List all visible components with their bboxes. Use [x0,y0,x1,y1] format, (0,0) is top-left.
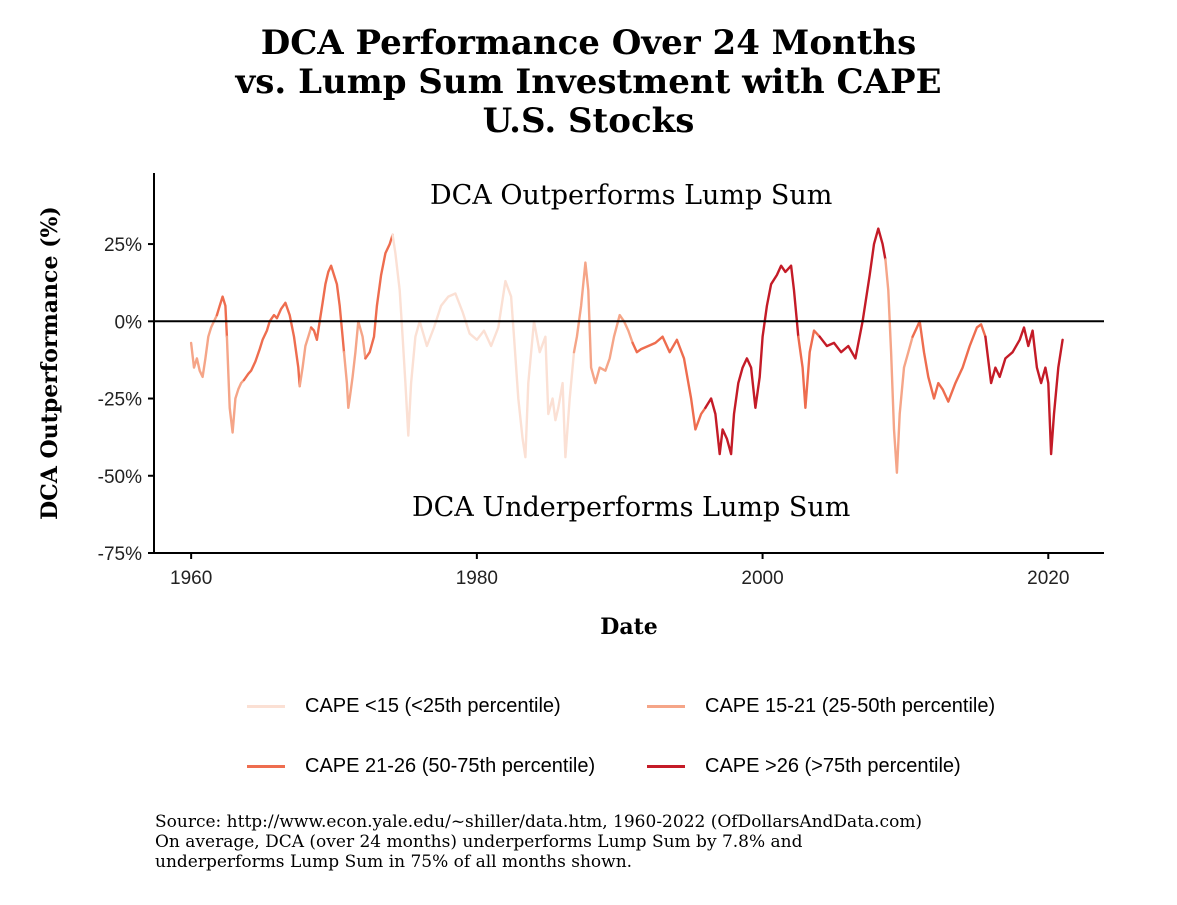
footnote-summary-2: underperforms Lump Sum in 75% of all mon… [155,852,633,872]
y-axis-label: DCA Outperformance (%) [37,206,63,520]
series-layer [189,227,1064,474]
legend-item-cape-under-15: CAPE <15 (<25th percentile) [247,694,561,718]
chart-title: DCA Performance Over 24 Months vs. Lump … [0,24,1177,141]
y-tick-label: -75% [98,544,142,565]
legend-key-cape-15-21 [647,704,685,708]
series-line-segment [364,233,394,360]
legend-key-cape-over-26 [647,764,685,768]
legend-item-cape-21-26: CAPE 21-26 (50-75th percentile) [247,754,595,778]
series-line-segment [215,295,229,338]
y-tick-label: -50% [98,467,142,488]
legend-label-cape-under-15: CAPE <15 (<25th percentile) [305,694,561,717]
line-chart: 25% 0% -25% -50% -75% 1960 1980 2000 2020 DCA O… [37,173,1104,640]
chart-title-line-1: DCA Performance Over 24 Months [260,23,917,63]
series-line-segment [911,320,987,403]
series-line-segment [189,313,219,379]
x-tick-label: 1960 [170,568,212,589]
series-line-segment [309,264,346,354]
series-line-segment [298,326,313,388]
legend-label-cape-over-26: CAPE >26 (>75th percentile) [705,754,961,777]
x-tick-label: 1980 [456,568,498,589]
chart-title-line-3: U.S. Stocks [482,101,695,141]
x-tick-label: 2020 [1027,568,1069,589]
footnote-summary-1: On average, DCA (over 24 months) underpe… [155,832,803,852]
series-line-segment [342,320,367,409]
x-axis-label: Date [600,614,658,640]
series-line-segment [884,258,914,474]
legend-key-cape-21-26 [247,764,285,768]
series-line-segment [225,335,246,434]
footnote: Source: http://www.econ.yale.edu/~shille… [155,812,922,872]
y-tick-label: 25% [104,235,142,256]
x-tick-label: 2000 [741,568,783,589]
legend-key-cape-under-15 [247,704,285,708]
y-tick-label: -25% [98,390,142,411]
y-tick-label: 0% [115,312,143,333]
series-line-segment [984,326,1064,456]
legend-item-cape-over-26: CAPE >26 (>75th percentile) [647,754,961,778]
footnote-source: Source: http://www.econ.yale.edu/~shille… [155,812,923,832]
series-line-segment [704,264,800,456]
annotation-outperforms: DCA Outperforms Lump Sum [430,180,832,211]
series-line-segment [391,233,576,459]
y-axis-ticks: 25% 0% -25% -50% -75% [98,235,154,565]
series-line-segment [818,227,887,360]
series-line-segment [631,335,707,431]
chart-title-line-2: vs. Lump Sum Investment with CAPE [235,62,942,102]
series-line-segment [572,261,634,385]
series-line-segment [797,329,821,409]
legend-label-cape-15-21: CAPE 15-21 (25-50th percentile) [705,694,996,717]
annotation-underperforms: DCA Underperforms Lump Sum [412,492,850,523]
series-line-segment [242,301,301,388]
legend-label-cape-21-26: CAPE 21-26 (50-75th percentile) [305,754,596,777]
legend-item-cape-15-21: CAPE 15-21 (25-50th percentile) [647,694,995,718]
x-axis-ticks: 1960 1980 2000 2020 [170,553,1069,589]
